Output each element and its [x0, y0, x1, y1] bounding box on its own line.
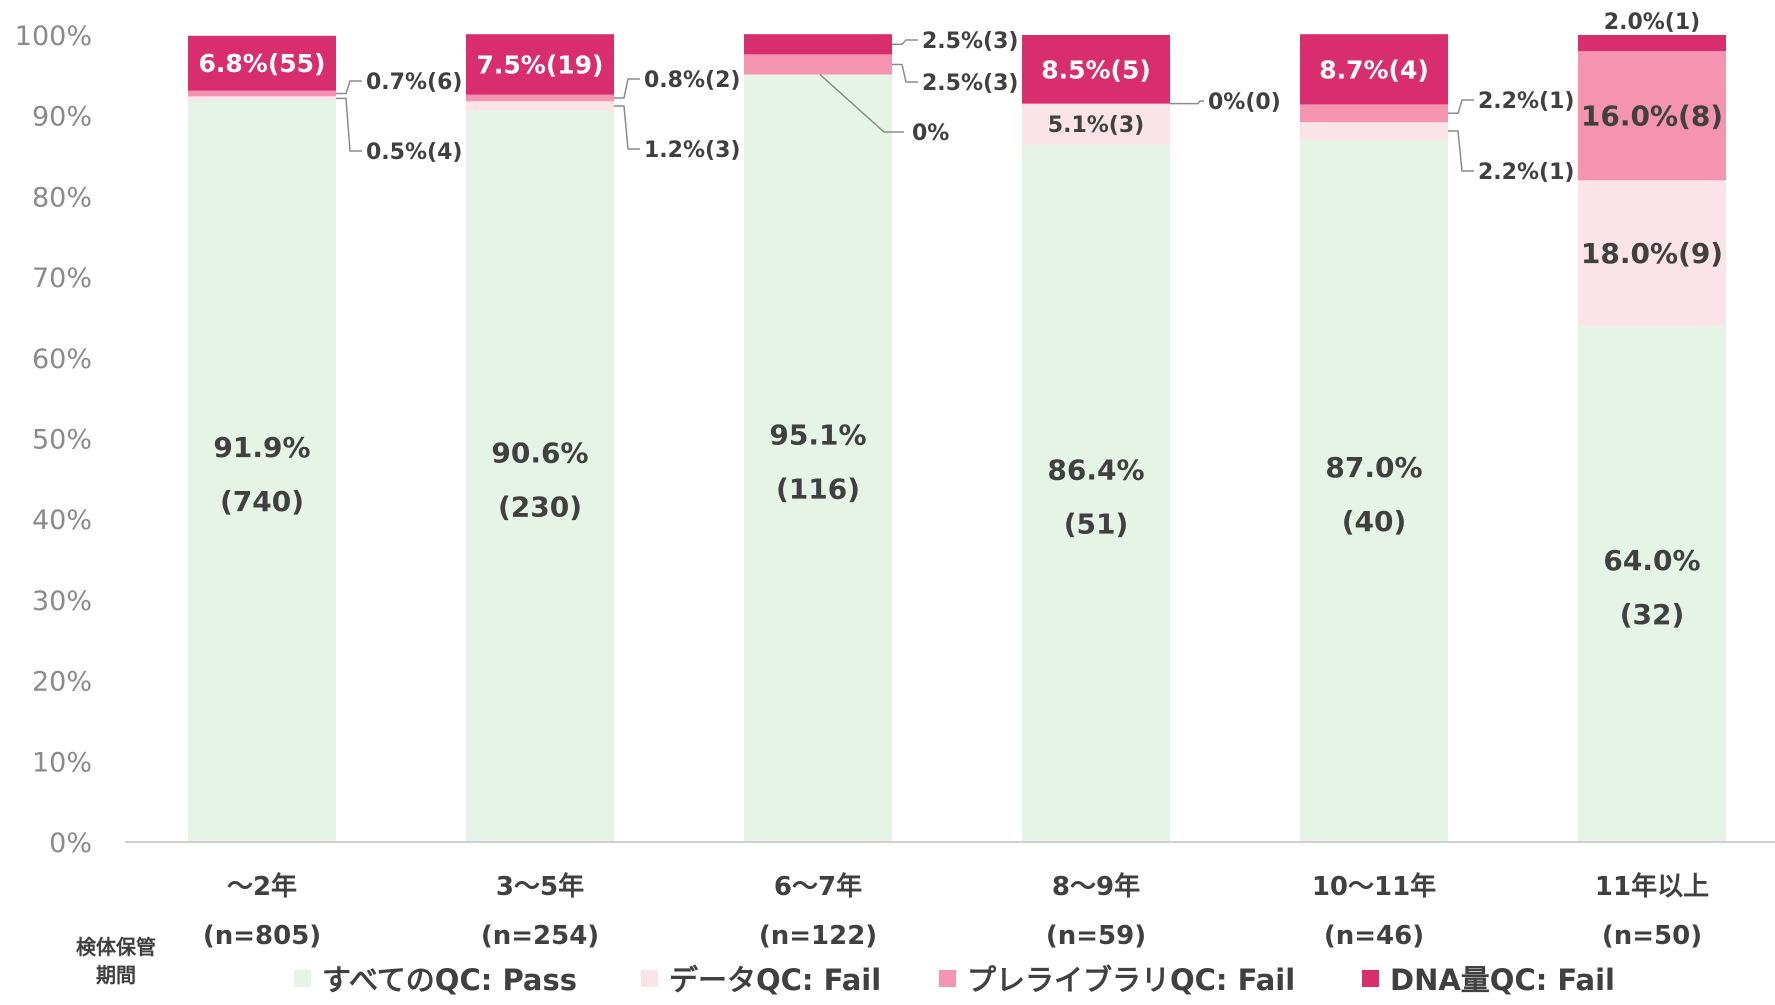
legend-label: プレライブラリQC: Fail: [967, 963, 1295, 997]
x-category-label: 10～11年: [1312, 871, 1436, 902]
data-label-outside: 1.2%(3): [644, 138, 740, 163]
data-label-inside: 16.0%(8): [1581, 100, 1723, 133]
x-category-count: (n=254): [481, 921, 599, 951]
bar-segment-2: [1300, 122, 1448, 140]
x-category-count: (n=50): [1602, 921, 1702, 951]
x-axis-title-line-1: 検体保管: [76, 935, 156, 959]
data-label-inside: 7.5%(19): [477, 50, 604, 79]
legend-swatch: [294, 970, 311, 987]
data-label-outside: 2.5%(3): [922, 29, 1018, 54]
x-category-count: (n=122): [759, 921, 877, 951]
data-label-inside: 8.5%(5): [1041, 55, 1151, 84]
legend-swatch: [939, 970, 956, 987]
bar-segment-1: [188, 100, 336, 842]
data-label-inside: 6.8%(55): [199, 49, 326, 78]
bar-segment-1: [1300, 139, 1448, 842]
y-tick-label: 0%: [49, 828, 92, 859]
bar-segment-1: [1022, 144, 1170, 842]
data-label-leader-line: [1448, 99, 1474, 115]
bar-segment-3: [1300, 104, 1448, 123]
data-label-pass-percent: 90.6%: [491, 436, 588, 469]
x-category-count: (n=805): [203, 921, 321, 951]
bar-segment-3: [188, 90, 336, 97]
y-tick-label: 40%: [32, 505, 92, 536]
data-label-pass-percent: 91.9%: [213, 431, 310, 464]
bar-segment-4: [744, 34, 892, 55]
data-label-leader-line: [892, 63, 918, 83]
data-label-outside: 0%(0): [1208, 90, 1281, 115]
bar-segment-4: [188, 35, 336, 91]
bar-segment-3: [466, 94, 614, 102]
y-tick-label: 90%: [32, 102, 92, 133]
bar-segment-1: [466, 110, 614, 842]
legend-swatch: [1362, 970, 1379, 987]
data-label-pass-count: (32): [1620, 598, 1685, 631]
x-category-label: ～2年: [227, 871, 297, 902]
y-tick-label: 70%: [32, 263, 92, 294]
data-label-pass-percent: 95.1%: [769, 418, 866, 451]
data-label-leader-line: [892, 39, 918, 46]
bar-segment-2: [1578, 180, 1726, 326]
data-label-leader-line: [614, 105, 640, 150]
legend-label: すべてのQC: Pass: [322, 963, 577, 997]
data-label-inside: 5.1%(3): [1048, 113, 1144, 138]
data-label-pass-percent: 64.0%: [1603, 544, 1700, 577]
data-label-leader-line: [1170, 100, 1204, 105]
legend-label: DNA量QC: Fail: [1390, 963, 1615, 997]
x-category-label: 11年以上: [1595, 871, 1709, 902]
data-label-pass-count: (116): [776, 472, 860, 505]
data-label-pass-percent: 86.4%: [1047, 453, 1144, 486]
bar-segment-1: [744, 74, 892, 843]
x-category-count: (n=46): [1324, 921, 1424, 951]
y-tick-label: 80%: [32, 182, 92, 213]
bar-segment-3: [1578, 51, 1726, 181]
data-label-pass-count: (51): [1064, 507, 1129, 540]
bar-segment-4: [1578, 35, 1726, 52]
bar-segment-2: [1022, 103, 1170, 145]
data-label-leader-line: [614, 78, 640, 99]
y-tick-label: 60%: [32, 344, 92, 375]
bar-segment-4: [1300, 34, 1448, 105]
y-tick-label: 50%: [32, 425, 92, 456]
data-label-outside: 2.0%(1): [1604, 10, 1700, 35]
data-label-outside: 2.5%(3): [922, 71, 1018, 96]
data-label-leader-line: [336, 80, 362, 95]
x-category-count: (n=59): [1046, 921, 1146, 951]
y-tick-label: 20%: [32, 667, 92, 698]
data-label-pass-count: (230): [498, 490, 582, 523]
data-label-inside: 8.7%(4): [1319, 55, 1429, 84]
data-label-outside: 0.8%(2): [644, 68, 740, 93]
x-category-label: 3～5年: [496, 871, 584, 902]
legend-swatch: [641, 970, 658, 987]
x-category-label: 6～7年: [774, 871, 862, 902]
bar-segment-1: [1578, 325, 1726, 842]
data-label-pass-count: (40): [1342, 505, 1407, 538]
data-label-leader-line: [819, 73, 904, 133]
bar-segment-2: [466, 101, 614, 111]
bar-segment-2: [188, 96, 336, 101]
bar-segment-4: [466, 34, 614, 95]
bar-segment-4: [1022, 35, 1170, 104]
data-label-outside: 2.2%(1): [1478, 89, 1574, 114]
bar-segment-3: [744, 54, 892, 75]
y-tick-label: 10%: [32, 747, 92, 778]
y-tick-label: 100%: [15, 21, 92, 52]
x-axis-title-line-2: 期間: [96, 963, 136, 987]
data-label-outside: 0%: [912, 121, 949, 146]
data-label-leader-line: [1448, 130, 1474, 172]
data-label-leader-line: [336, 97, 362, 152]
legend-label: データQC: Fail: [669, 963, 881, 997]
data-label-outside: 0.5%(4): [366, 140, 462, 165]
data-label-pass-percent: 87.0%: [1325, 451, 1422, 484]
x-category-label: 8～9年: [1052, 871, 1140, 902]
y-tick-label: 30%: [32, 586, 92, 617]
data-label-inside: 18.0%(9): [1581, 237, 1723, 270]
data-label-outside: 0.7%(6): [366, 70, 462, 95]
data-label-outside: 2.2%(1): [1478, 160, 1574, 185]
data-label-pass-count: (740): [220, 485, 304, 518]
